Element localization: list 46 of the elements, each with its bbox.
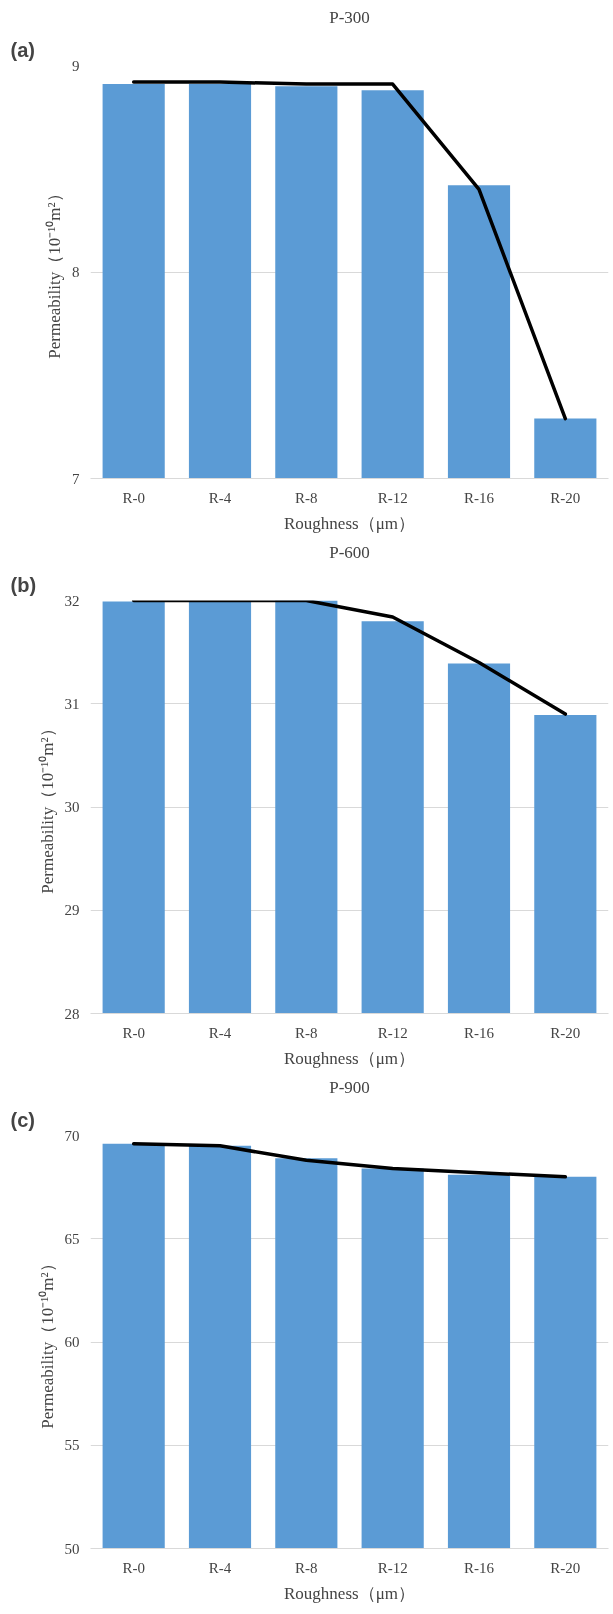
y-tick-label: 30 (64, 799, 80, 815)
x-tick-label: R-0 (122, 1024, 145, 1041)
x-tick-label: R-20 (550, 489, 581, 506)
y-tick-label: 70 (64, 1127, 80, 1144)
x-tick-label: R-0 (122, 1559, 145, 1576)
y-axis-title: Permeability（10⁻¹⁰m²） (37, 1255, 57, 1429)
x-tick-label: R-0 (122, 489, 145, 506)
text: (a) (10, 38, 35, 61)
line-series (131, 80, 568, 421)
x-tick-label: R-12 (377, 1024, 408, 1041)
x-tick-label: R-4 (208, 1559, 232, 1576)
y-axis-title: Permeability（10⁻¹⁰m²） (37, 720, 57, 894)
chart-title: P-300 (329, 7, 370, 27)
y-tick-label: 8 (72, 264, 80, 280)
x-axis-title: Roughness（μm） (284, 513, 415, 533)
text: (b) (10, 573, 37, 596)
y-tick-label: 50 (64, 1540, 80, 1557)
y-axis-title: Permeability（10⁻¹⁰m²） (45, 185, 64, 359)
x-tick-label: R-20 (550, 1024, 581, 1041)
x-tick-label: R-4 (208, 1024, 232, 1041)
x-tick-label: R-16 (464, 1024, 495, 1041)
y-tick-label: 55 (64, 1437, 80, 1454)
y-tick-label: 31 (64, 695, 80, 712)
line-series (131, 600, 568, 716)
x-tick-label: R-12 (377, 489, 408, 506)
line-series (131, 1142, 568, 1179)
x-tick-label: R-8 (295, 489, 318, 506)
x-axis-title: Roughness（μm） (284, 1048, 415, 1068)
x-tick-label: R-20 (550, 1559, 581, 1576)
x-tick-label: R-8 (295, 1024, 318, 1041)
y-tick-label: 7 (72, 470, 80, 487)
x-tick-label: R-16 (464, 489, 495, 506)
y-tick-label: 32 (64, 592, 80, 609)
x-axis-title: Roughness（μm） (284, 1583, 415, 1603)
x-tick-label: R-16 (464, 1559, 495, 1576)
chart-title: P-600 (329, 542, 370, 562)
x-tick-label: R-8 (295, 1559, 318, 1576)
y-tick-label: 60 (64, 1334, 80, 1350)
x-tick-label: R-12 (377, 1559, 408, 1576)
y-tick-label: 29 (64, 902, 80, 919)
y-tick-label: 9 (72, 57, 80, 74)
x-tick-label: R-4 (208, 489, 232, 506)
text: (c) (10, 1108, 35, 1131)
y-tick-label: 28 (64, 1005, 80, 1022)
chart-title: P-900 (329, 1077, 370, 1097)
y-tick-label: 65 (64, 1230, 80, 1247)
